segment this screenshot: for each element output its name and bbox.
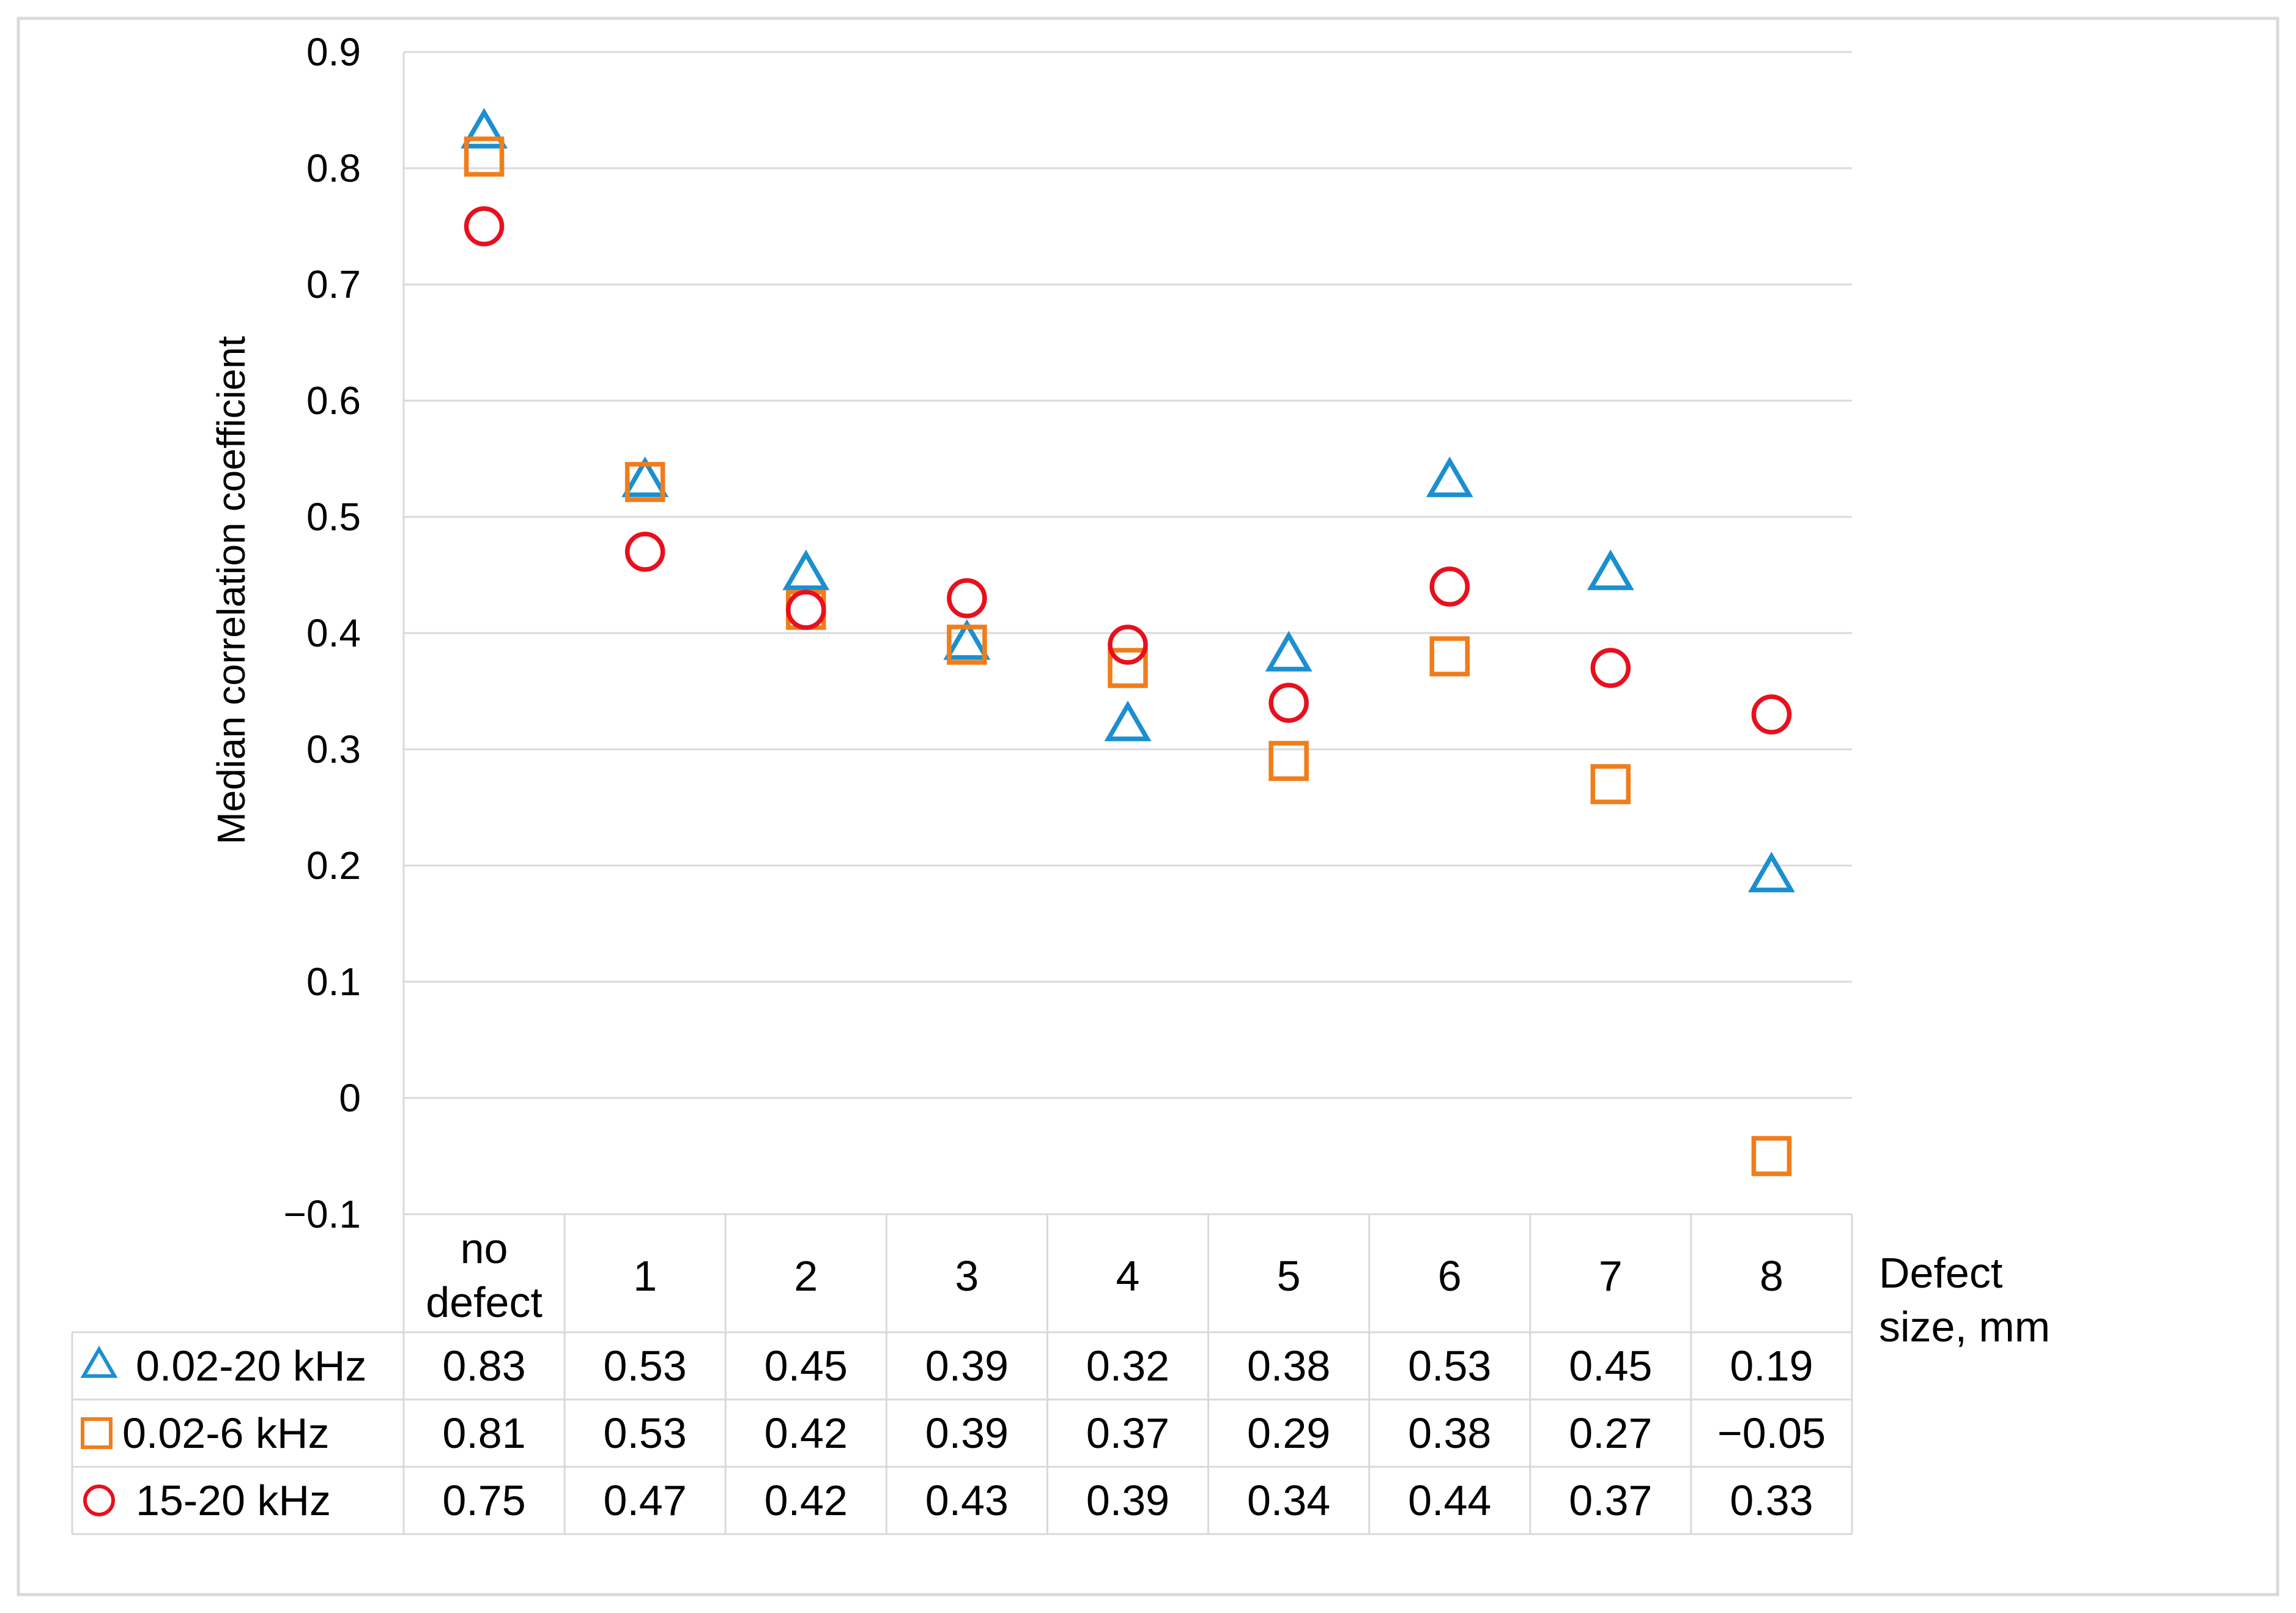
y-tick-label: 0.6 [306, 379, 361, 423]
table-value: 0.53 [604, 1409, 687, 1457]
table-value: 0.39 [925, 1409, 1009, 1457]
x-axis-title-line: Defect [1879, 1249, 2002, 1297]
data-point-triangle [943, 619, 991, 660]
y-tick-label: 0 [339, 1076, 361, 1120]
data-point-triangle [1265, 631, 1313, 672]
data-point-triangle [1426, 456, 1473, 497]
y-tick-label: 0.7 [306, 262, 361, 306]
data-point-triangle [1748, 851, 1795, 892]
legend-square-icon [81, 1417, 113, 1449]
table-value: 0.38 [1247, 1342, 1330, 1390]
x-axis-title: Defect size, mm [1879, 1249, 2050, 1351]
table-value: 0.19 [1730, 1342, 1813, 1390]
table-value: 0.37 [1086, 1409, 1169, 1457]
data-point-square [1590, 764, 1631, 804]
category-label: 3 [955, 1252, 979, 1300]
category-label: 2 [794, 1252, 818, 1300]
legend-label: 15-20 kHz [136, 1477, 331, 1524]
data-point-circle [1751, 694, 1792, 735]
table-value: 0.53 [1408, 1342, 1491, 1390]
data-point-circle [1268, 683, 1309, 723]
data-point-triangle [1587, 549, 1634, 590]
table-value: 0.81 [442, 1409, 525, 1457]
category-label: 5 [1277, 1252, 1301, 1300]
data-point-triangle [1104, 700, 1152, 741]
data-point-square [1751, 1136, 1792, 1176]
table-value: 0.33 [1730, 1477, 1813, 1524]
y-axis-label: Median correlation coefficient [209, 336, 253, 845]
table-value: 0.38 [1408, 1409, 1491, 1457]
y-axis-ticks: 0.9 0.8 0.7 0.6 0.5 0.4 0.3 0.2 0.1 0 −0.1 [284, 30, 361, 1236]
y-tick-label: 0.4 [306, 611, 361, 655]
table-value: 0.29 [1247, 1409, 1330, 1457]
table-value: 0.37 [1569, 1477, 1652, 1524]
table-value: 0.42 [765, 1477, 848, 1524]
legend-label: 0.02-6 kHz [122, 1409, 329, 1457]
legend-label: 0.02-20 kHz [136, 1342, 366, 1390]
data-point-circle [1429, 566, 1470, 607]
table-value: 0.45 [1569, 1342, 1652, 1390]
data-point-square [624, 462, 665, 502]
data-point-square [1108, 648, 1148, 688]
category-label: defect [426, 1278, 543, 1326]
table-value: 0.47 [604, 1477, 687, 1524]
y-tick-label: 0.3 [306, 727, 361, 771]
y-tick-label: 0.2 [306, 844, 361, 888]
y-tick-label: 0.5 [306, 495, 361, 539]
table-value: 0.27 [1569, 1409, 1652, 1457]
gridlines [402, 51, 1852, 1215]
table-value: 0.39 [925, 1342, 1009, 1390]
data-point-circle [947, 578, 987, 618]
table-value: 0.53 [604, 1342, 687, 1390]
table-value: 0.34 [1247, 1477, 1330, 1524]
y-tick-label: 0.9 [306, 30, 361, 74]
data-point-circle [786, 590, 826, 630]
data-point-circle [1108, 625, 1148, 665]
data-table: no defect 1 2 3 4 5 6 7 8 0.02-20 kHz 0.83 0.53 0.45 0… [71, 1214, 1853, 1535]
data-point-circle [624, 532, 665, 572]
category-label: 8 [1760, 1252, 1783, 1300]
data-point-square [1429, 636, 1470, 677]
legend-circle-icon [83, 1485, 115, 1516]
data-point-circle [464, 206, 505, 247]
table-value: 0.75 [442, 1477, 525, 1524]
legend-triangle-icon [80, 1345, 118, 1378]
x-axis-title-line: size, mm [1879, 1303, 2050, 1351]
y-tick-label: −0.1 [284, 1192, 361, 1236]
table-value: 0.45 [765, 1342, 848, 1390]
table-value: 0.43 [925, 1477, 1009, 1524]
category-label: 6 [1438, 1252, 1462, 1300]
data-point-square [947, 625, 987, 665]
data-point-triangle [461, 108, 508, 149]
category-label: 1 [633, 1252, 657, 1300]
data-point-triangle [782, 549, 830, 590]
category-label: 4 [1116, 1252, 1140, 1300]
data-point-triangle [621, 456, 669, 497]
data-point-square [464, 136, 505, 177]
data-point-square [1268, 741, 1309, 781]
data-markers [461, 108, 1795, 1176]
table-value: 0.83 [442, 1342, 525, 1390]
table-value: 0.44 [1408, 1477, 1491, 1524]
table-value: −0.05 [1717, 1409, 1826, 1457]
y-tick-label: 0.1 [306, 960, 361, 1004]
y-tick-label: 0.8 [306, 146, 361, 190]
category-label: 7 [1599, 1252, 1623, 1300]
category-label: no [461, 1225, 508, 1272]
table-value: 0.32 [1086, 1342, 1169, 1390]
table-value: 0.39 [1086, 1477, 1169, 1524]
table-value: 0.42 [765, 1409, 848, 1457]
data-point-circle [1590, 648, 1631, 688]
